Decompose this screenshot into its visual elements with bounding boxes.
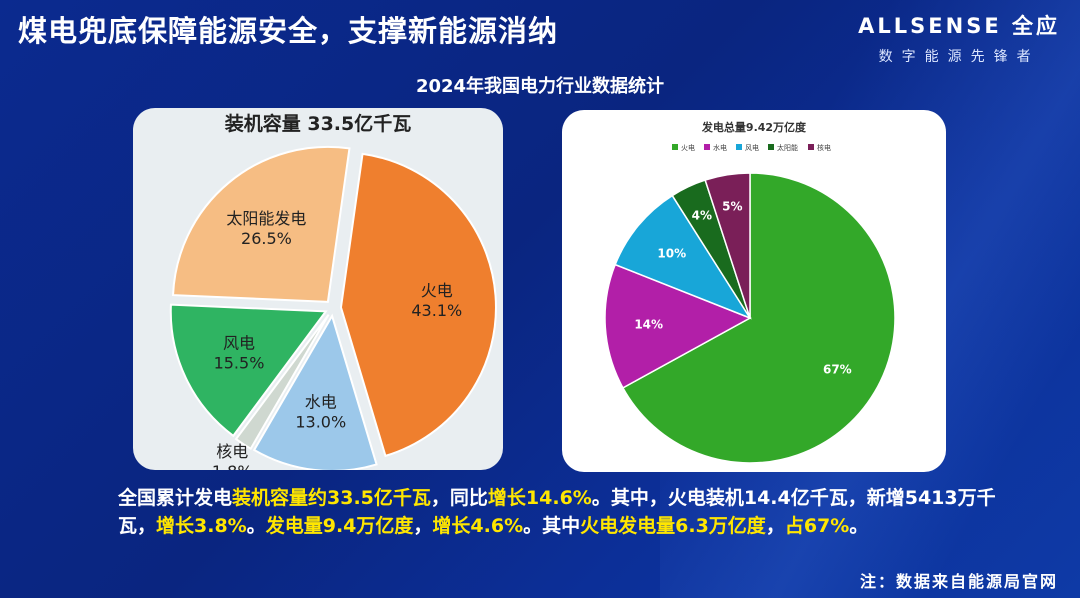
slice-value-3: 15.5% — [214, 354, 265, 373]
summary-highlight: 发电量9.4万亿度 — [265, 515, 414, 537]
slice-label-0: 火电 — [421, 281, 453, 300]
legend-swatch-4 — [808, 144, 814, 150]
page-title: 煤电兜底保障能源安全，支撑新能源消纳 — [18, 14, 559, 48]
legend-label-2: 风电 — [745, 143, 759, 152]
summary-highlight: 增长14.6% — [487, 487, 592, 509]
source-note: 注：数据来自能源局官网 — [859, 572, 1058, 591]
pie-slice-0 — [339, 152, 497, 458]
generation-chart-card: 发电总量9.42万亿度 火电 水电 风电 太阳能 核电 67% 14% 10% 4% 5% — [562, 110, 946, 472]
summary-highlight: 占67% — [784, 515, 850, 537]
slice-value-0: 43.1% — [411, 301, 462, 320]
summary-highlight: 装机容量约33.5亿千瓦 — [232, 487, 431, 509]
slice-label-1: 水电 — [305, 392, 337, 411]
legend-label-0: 火电 — [681, 143, 695, 152]
summary-segment: ， — [413, 515, 433, 537]
legend-swatch-3 — [768, 144, 774, 150]
slice-label-3: 风电 — [223, 334, 255, 353]
brand-name: ALLSENSE 全应 — [858, 14, 1060, 38]
summary-highlight: 增长4.6% — [432, 515, 524, 537]
slice-value-1: 13.0% — [295, 412, 346, 431]
slice-value-1: 14% — [634, 317, 663, 331]
summary-segment: 全国累计发电 — [118, 487, 233, 509]
slice-label-2: 核电 — [216, 442, 248, 461]
brand-tagline: 数字能源先锋者 — [878, 49, 1040, 65]
pie-slice-0 — [621, 172, 896, 464]
pie-slice-1 — [604, 263, 752, 389]
summary-segment: ， — [765, 515, 785, 537]
pie-slice-4 — [171, 145, 351, 303]
pie-slice-2 — [234, 314, 330, 451]
pie-slice-1 — [252, 313, 378, 470]
pie-slice-4 — [704, 172, 751, 319]
legend-swatch-0 — [672, 144, 678, 150]
summary-highlight: 增长3.8% — [156, 515, 247, 537]
summary-text: 全国累计发电装机容量约33.5亿千瓦，同比增长14.6%。其中，火电装机14.4… — [118, 484, 998, 540]
legend-label-4: 核电 — [817, 143, 831, 152]
summary-highlight: 火电发电量6.3万亿度 — [580, 515, 766, 537]
slice-value-4: 26.5% — [241, 229, 292, 248]
legend-label-1: 水电 — [713, 143, 727, 152]
summary-segment: 。其中 — [523, 515, 581, 537]
summary-segment: 。 — [849, 515, 869, 537]
generation-chart-title: 发电总量9.42万亿度 — [701, 120, 807, 134]
summary-segment: ，同比 — [430, 487, 488, 509]
chart-section-title: 2024年我国电力行业数据统计 — [415, 76, 665, 97]
pie-slice-2 — [614, 194, 752, 320]
legend-swatch-2 — [736, 144, 742, 150]
pie-slice-3 — [169, 303, 328, 438]
slice-value-4: 5% — [722, 199, 742, 213]
slice-label-4: 太阳能发电 — [226, 209, 306, 228]
brand-logo: ALLSENSE 全应 数字能源先锋者 — [858, 10, 1060, 66]
summary-segment: 。 — [246, 515, 266, 537]
legend-swatch-1 — [704, 144, 710, 150]
slice-value-2: 10% — [657, 246, 686, 260]
slice-value-3: 4% — [692, 209, 712, 223]
capacity-chart-title: 装机容量 33.5亿千瓦 — [224, 112, 412, 135]
slice-value-2: 1.8% — [212, 462, 253, 470]
summary-segment: 。其中，火电装机14.4亿千瓦，新增5413万千瓦， — [118, 487, 996, 537]
legend-label-3: 太阳能 — [777, 143, 798, 152]
slice-value-0: 67% — [823, 363, 852, 377]
